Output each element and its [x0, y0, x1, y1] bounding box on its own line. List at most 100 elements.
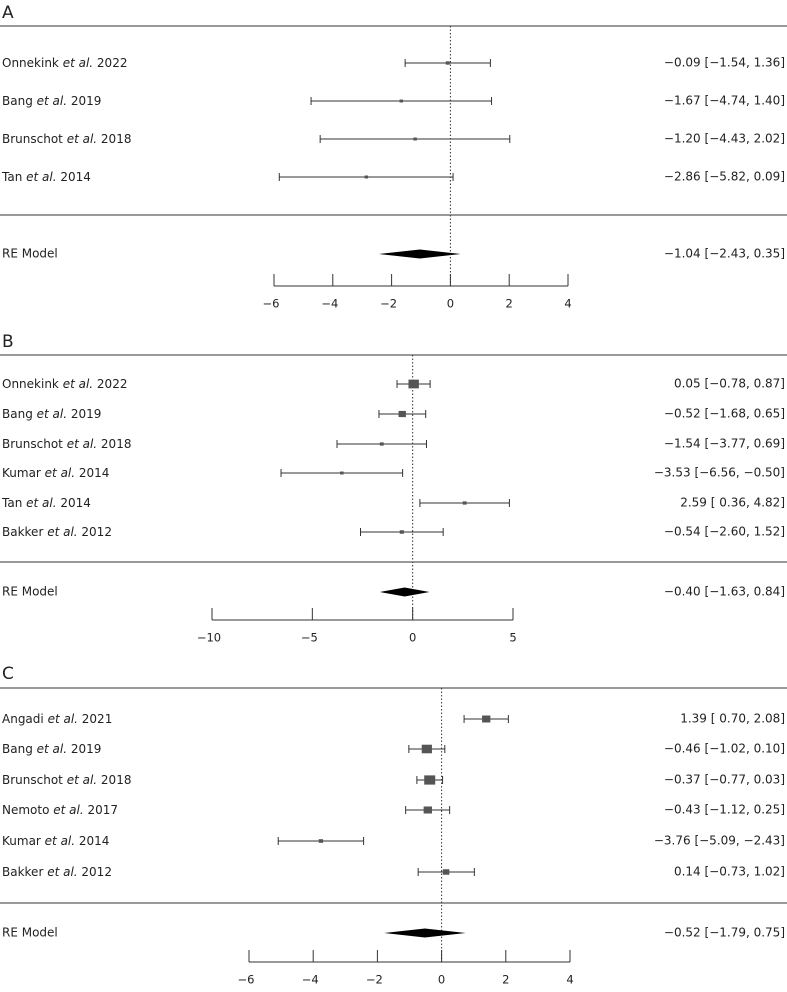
- ci-text: −1.67 [−4.74, 1.40]: [664, 94, 785, 108]
- study-label: Onnekink et al. 2022: [2, 56, 127, 70]
- ci-text: −3.53 [−6.56, −0.50]: [654, 466, 785, 480]
- study-et-al: et al.: [45, 834, 75, 848]
- ci-text: −2.86 [−5.82, 0.09]: [664, 170, 785, 184]
- x-tick-label: −10: [197, 631, 221, 645]
- study-et-al: et al.: [37, 407, 67, 421]
- study-year: 2018: [97, 773, 131, 787]
- x-tick-label: −4: [321, 297, 338, 311]
- study-author: Onnekink: [2, 56, 63, 70]
- study-author: Angadi: [2, 712, 48, 726]
- study-author: Kumar: [2, 466, 45, 480]
- study-label: Kumar et al. 2014: [2, 466, 109, 480]
- study-year: 2018: [97, 437, 131, 451]
- study-year: 2014: [57, 170, 91, 184]
- x-tick-label: 5: [509, 631, 516, 645]
- x-tick-label: −6: [263, 297, 280, 311]
- effect-marker: [318, 839, 324, 843]
- ci-text: −1.20 [−4.43, 2.02]: [664, 132, 785, 146]
- x-tick-label: −4: [302, 973, 319, 987]
- study-label: Bang et al. 2019: [2, 94, 101, 108]
- ci-text: −0.46 [−1.02, 0.10]: [664, 742, 785, 756]
- study-year: 2018: [97, 132, 131, 146]
- study-label: Tan et al. 2014: [1, 170, 91, 184]
- x-tick-label: 4: [564, 297, 571, 311]
- study-et-al: et al.: [26, 170, 56, 184]
- study-et-al: et al.: [47, 865, 77, 879]
- study-et-al: et al.: [45, 466, 75, 480]
- summary-diamond: [378, 249, 461, 259]
- summary-ci-text: −0.40 [−1.63, 0.84]: [664, 585, 785, 599]
- study-label: Bang et al. 2019: [2, 407, 101, 421]
- x-tick-label: −2: [366, 973, 383, 987]
- ci-text: 1.39 [ 0.70, 2.08]: [680, 712, 785, 726]
- x-tick-label: 2: [502, 973, 509, 987]
- study-year: 2014: [75, 466, 109, 480]
- study-year: 2022: [93, 56, 127, 70]
- study-label: Brunschot et al. 2018: [2, 437, 131, 451]
- effect-marker: [340, 471, 344, 475]
- ci-text: 0.05 [−0.78, 0.87]: [674, 377, 785, 391]
- ci-text: 2.59 [ 0.36, 4.82]: [680, 496, 785, 510]
- study-et-al: et al.: [37, 742, 67, 756]
- ci-text: −0.43 [−1.12, 0.25]: [664, 803, 785, 817]
- x-tick-label: −2: [380, 297, 397, 311]
- study-year: 2014: [57, 496, 91, 510]
- study-author: Kumar: [2, 834, 45, 848]
- study-author: Tan: [1, 170, 26, 184]
- study-author: Bang: [2, 94, 37, 108]
- effect-marker: [462, 501, 467, 505]
- study-et-al: et al.: [26, 496, 56, 510]
- ci-text: −1.54 [−3.77, 0.69]: [664, 437, 785, 451]
- x-tick-label: 2: [506, 297, 513, 311]
- summary-label: RE Model: [2, 247, 58, 261]
- effect-marker: [442, 869, 450, 875]
- study-author: Bang: [2, 742, 37, 756]
- study-author: Brunschot: [2, 132, 67, 146]
- study-label: Nemoto et al. 2017: [2, 803, 118, 817]
- effect-marker: [399, 99, 404, 103]
- study-et-al: et al.: [67, 132, 97, 146]
- summary-ci-text: −1.04 [−2.43, 0.35]: [664, 247, 785, 261]
- effect-marker: [408, 379, 419, 389]
- study-et-al: et al.: [67, 437, 97, 451]
- effect-marker: [379, 442, 384, 446]
- effect-marker: [364, 175, 369, 179]
- study-label: Onnekink et al. 2022: [2, 377, 127, 391]
- study-label: Bang et al. 2019: [2, 742, 101, 756]
- x-tick-label: 0: [438, 973, 445, 987]
- x-tick-label: 0: [409, 631, 416, 645]
- effect-marker: [423, 806, 432, 814]
- study-label: Brunschot et al. 2018: [2, 132, 131, 146]
- study-year: 2017: [84, 803, 118, 817]
- effect-marker: [398, 410, 406, 418]
- study-author: Tan: [1, 496, 26, 510]
- x-tick-label: −6: [238, 973, 255, 987]
- study-label: Bakker et al. 2012: [2, 865, 112, 879]
- study-label: Tan et al. 2014: [1, 496, 91, 510]
- study-et-al: et al.: [47, 525, 77, 539]
- study-year: 2019: [67, 94, 101, 108]
- study-et-al: et al.: [37, 94, 67, 108]
- effect-marker: [445, 61, 450, 65]
- study-year: 2014: [75, 834, 109, 848]
- study-label: Angadi et al. 2021: [2, 712, 112, 726]
- study-author: Bakker: [2, 865, 47, 879]
- summary-ci-text: −0.52 [−1.79, 0.75]: [664, 926, 785, 940]
- study-label: Brunschot et al. 2018: [2, 773, 131, 787]
- study-et-al: et al.: [63, 377, 93, 391]
- study-et-al: et al.: [53, 803, 83, 817]
- ci-text: −0.54 [−2.60, 1.52]: [664, 525, 785, 539]
- study-label: Kumar et al. 2014: [2, 834, 109, 848]
- panel-label: C: [2, 664, 14, 684]
- ci-text: −0.37 [−0.77, 0.03]: [664, 773, 785, 787]
- study-year: 2019: [67, 742, 101, 756]
- effect-marker: [413, 137, 417, 141]
- study-author: Nemoto: [2, 803, 53, 817]
- study-author: Bakker: [2, 525, 47, 539]
- x-tick-label: −5: [301, 631, 318, 645]
- summary-label: RE Model: [2, 585, 58, 599]
- study-year: 2012: [78, 865, 112, 879]
- study-et-al: et al.: [67, 773, 97, 787]
- summary-label: RE Model: [2, 926, 58, 940]
